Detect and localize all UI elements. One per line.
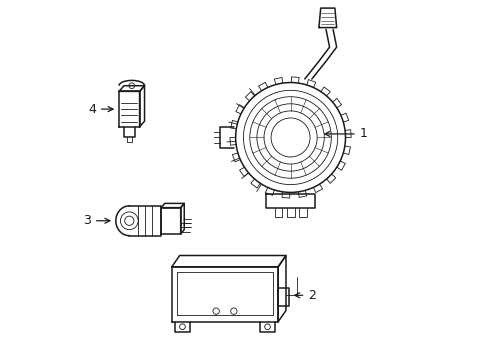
Text: 4: 4	[88, 103, 113, 116]
Text: 3: 3	[83, 214, 110, 227]
Text: 2: 2	[294, 289, 316, 302]
Text: 1: 1	[324, 127, 367, 140]
